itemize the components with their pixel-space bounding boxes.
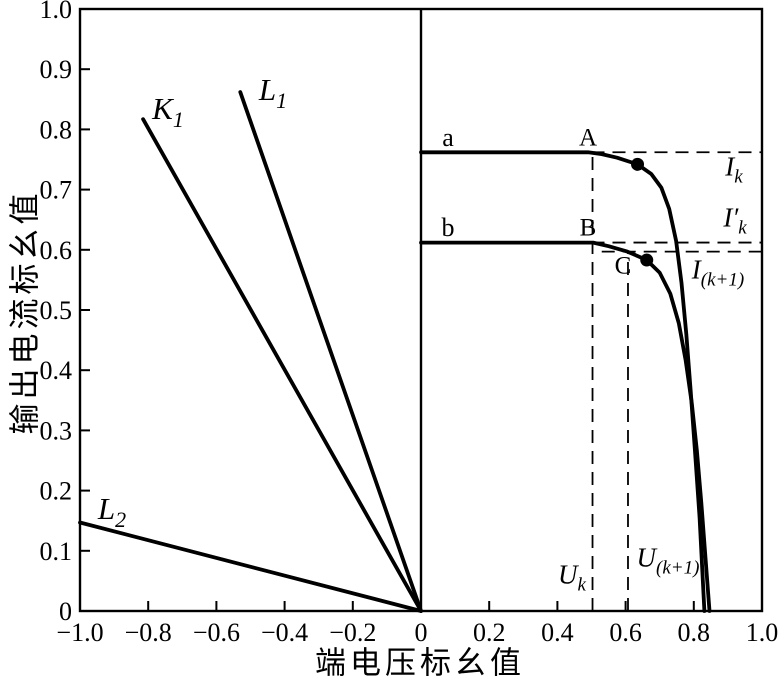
x-tick-label: −0.2 [329,618,376,647]
x-tick-label: 0.2 [473,618,506,647]
y-tick-label: 0.2 [40,477,73,506]
label-Ik-prime: I′k [723,202,747,239]
label-curve-a: a [442,123,454,152]
label-point-C: C [614,252,632,280]
y-tick-label: 0.9 [40,55,73,84]
label-Uk: Uk [558,559,586,596]
label-Ik: Ik [725,151,743,188]
x-tick-label: −0.8 [125,618,172,647]
x-tick-label: 0 [415,618,428,647]
series-K1 [141,117,423,613]
label-curve-b: b [441,213,455,242]
y-tick-label: 0.6 [40,236,73,265]
label-K1: K1 [152,91,184,132]
y-axis-title: 输出电流标幺值 [7,189,43,435]
marker-operating-point-b [640,253,654,267]
y-tick-label: 0.7 [40,176,73,205]
x-tick-label: −0.4 [261,618,308,647]
x-tick-label: 0.8 [678,618,711,647]
x-tick-label: −1.0 [56,618,103,647]
x-tick-label: −0.6 [193,618,240,647]
series-L2 [78,520,423,613]
y-tick-label: 0.1 [40,537,73,566]
y-tick-label: 0.3 [40,416,73,445]
label-L2: L2 [97,491,127,532]
y-tick-label: 0 [59,597,72,626]
label-point-A: A [578,124,598,152]
y-tick-label: 0.4 [40,356,73,385]
label-Uk-plus1: U(k+1) [636,542,700,579]
x-axis-title: 端电压标幺值 [315,645,525,679]
x-tick-label: 0.4 [541,618,574,647]
series-curve-a [419,150,707,613]
marker-operating-point-a [631,157,645,171]
x-tick-label: 0.6 [609,618,642,647]
y-tick-label: 0.8 [40,115,73,144]
series-L1 [238,90,423,613]
label-Ik-plus1: I(k+1) [691,254,745,291]
series-curve-b [419,240,712,613]
x-tick-label: 1.0 [746,618,779,647]
label-point-B: B [579,214,597,242]
y-tick-label: 0.5 [40,296,73,325]
label-L1: L1 [258,72,288,113]
y-tick-label: 1.0 [40,0,73,24]
